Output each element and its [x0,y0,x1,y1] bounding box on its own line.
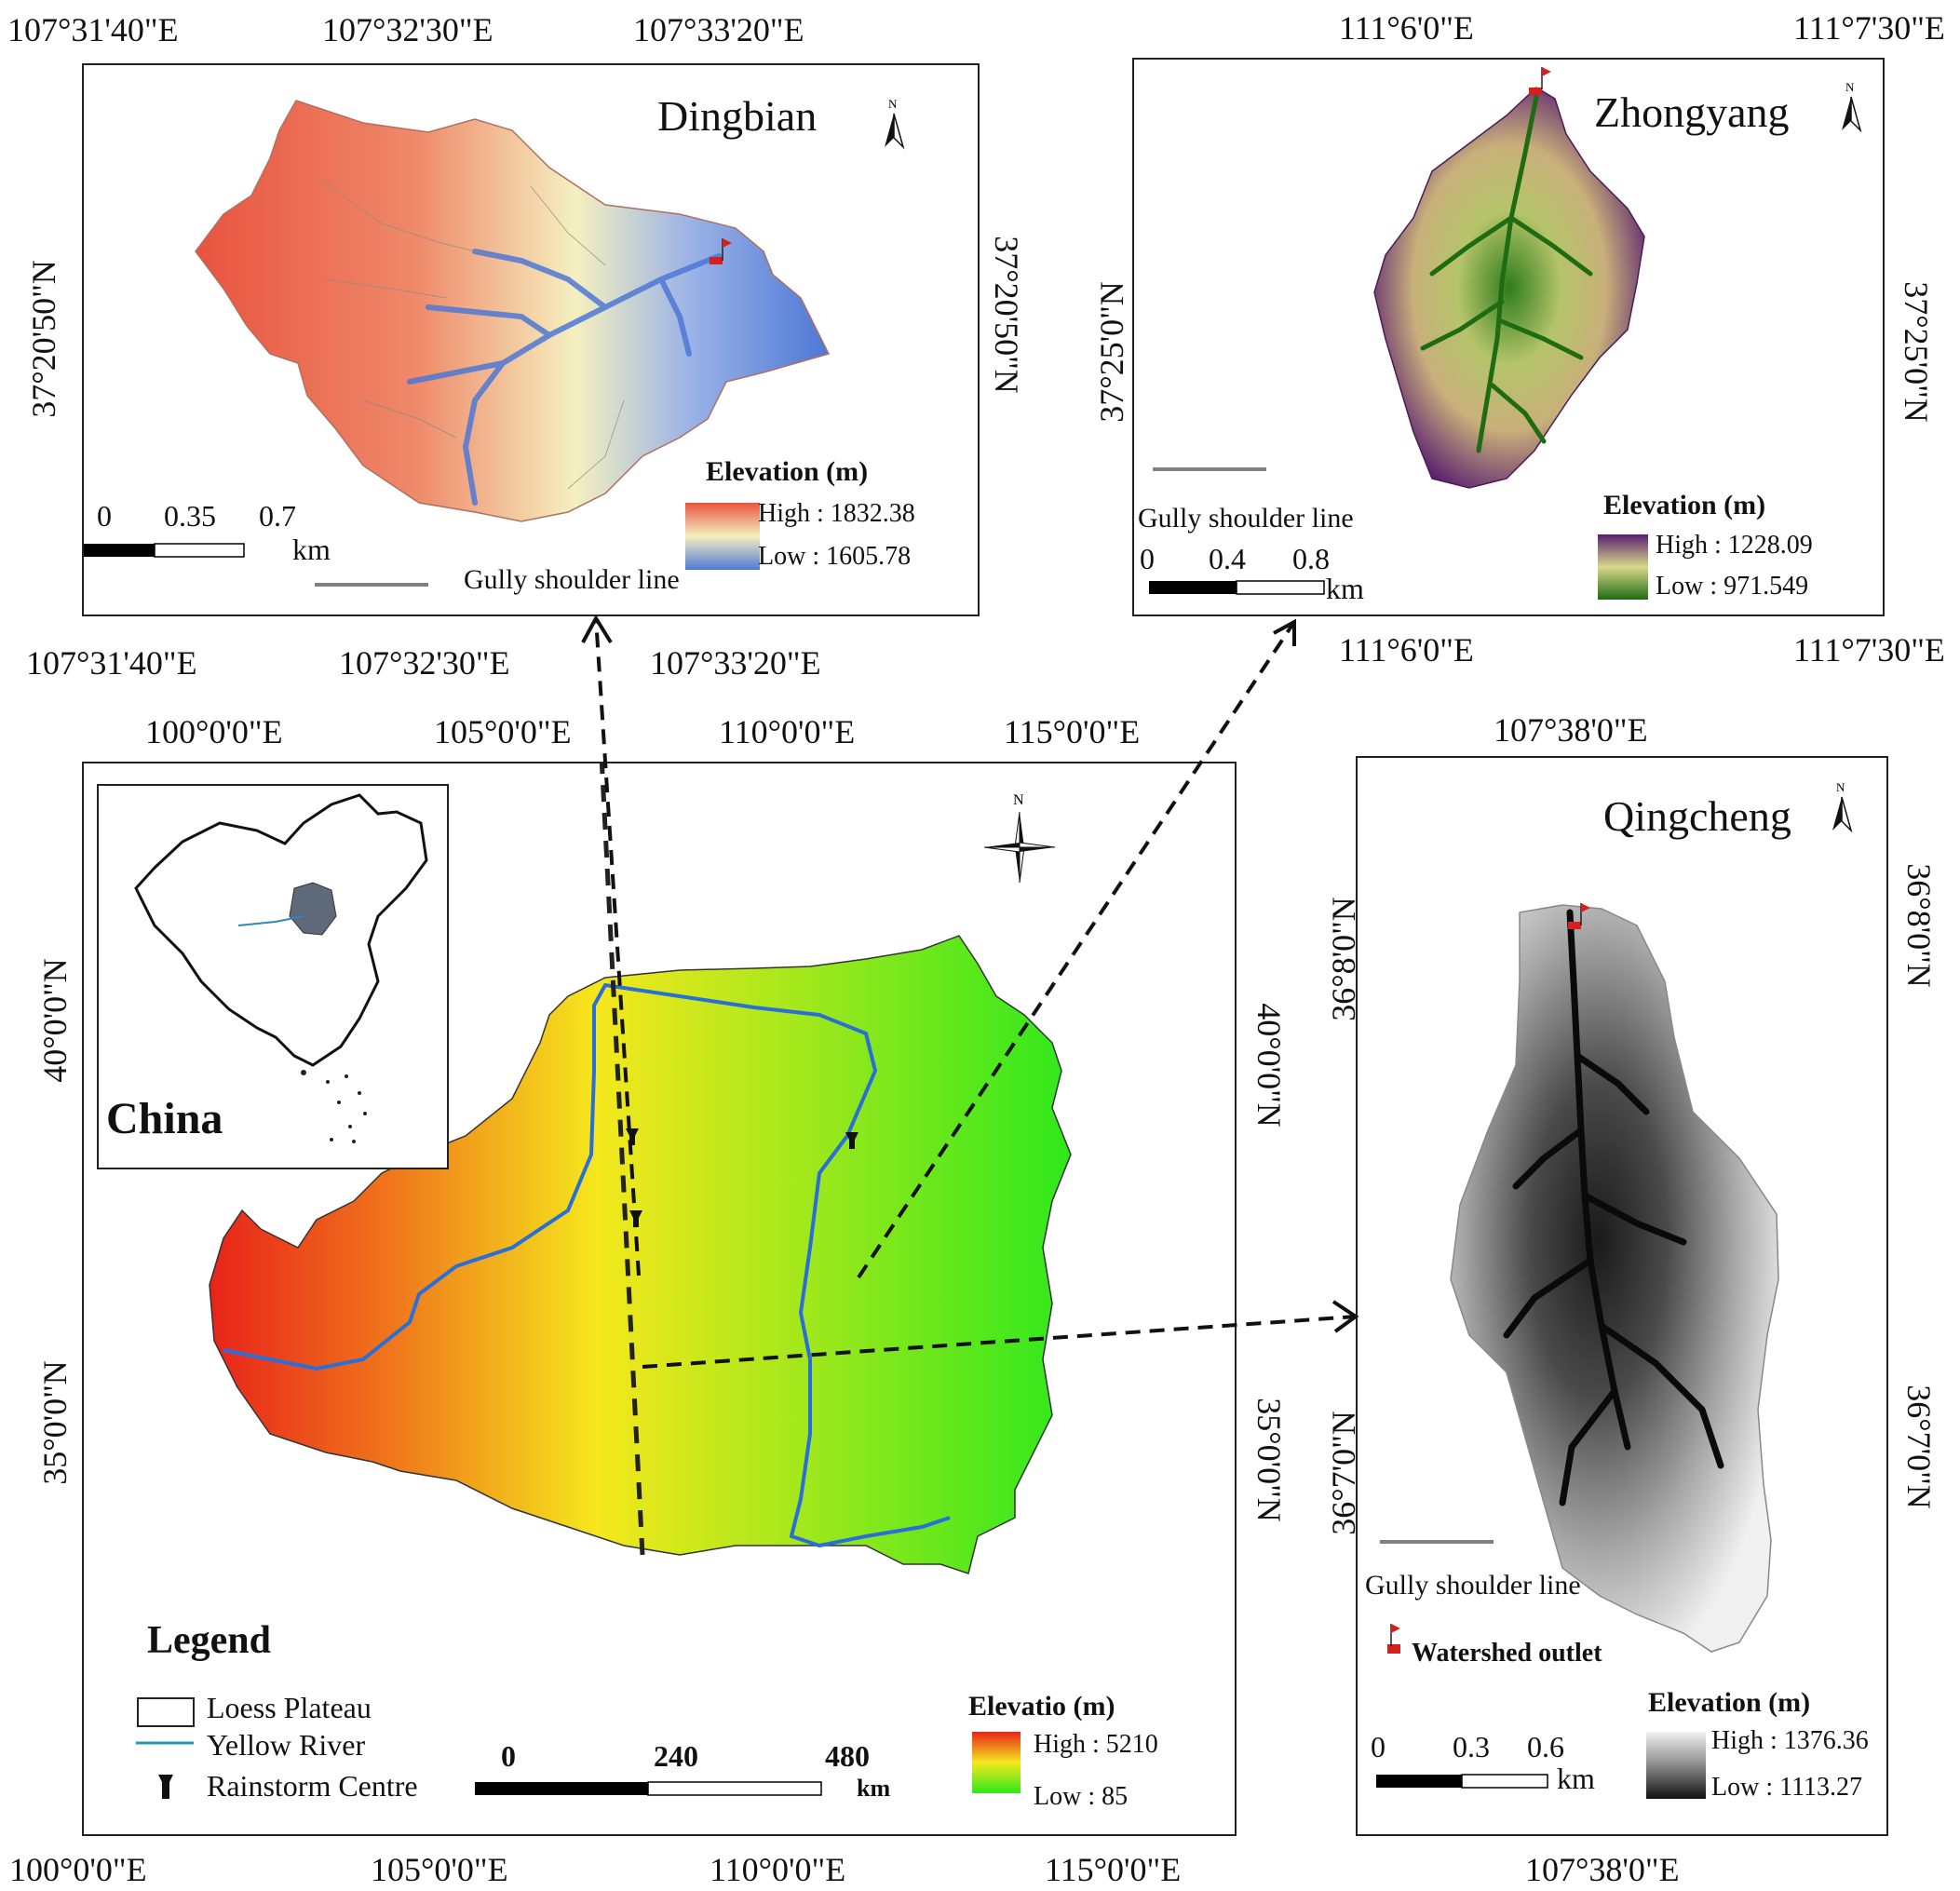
dingbian-bottom-tick-2: 107°32'30"E [339,644,510,682]
main-bottom-tick-1: 100°0'0"E [9,1851,147,1888]
qingcheng-legend-title: Elevation (m) [1648,1687,1811,1718]
qingcheng-watershed [1376,903,1779,1799]
zhongyang-legend-title: Elevation (m) [1603,490,1766,520]
main-top-tick-1: 100°0'0"E [145,713,283,750]
compass-north-label: N [1013,792,1024,808]
north-arrow-icon: N [1834,78,1872,134]
zhongyang-scale-2: 0.8 [1292,542,1330,575]
zhongyang-scale-unit: km [1326,572,1364,605]
zhongyang-title: Zhongyang [1594,88,1790,136]
main-map-frame: China N Legend Loess Plateau Yellow Rive… [82,762,1237,1836]
dingbian-legend-low: Low : 1605.78 [758,542,912,571]
dingbian-scale-unit: km [292,533,331,566]
dingbian-watershed [84,100,831,587]
dingbian-right-tick: 37°20'50"N [987,236,1025,394]
legend-loess-plateau: Loess Plateau [207,1691,372,1724]
qingcheng-left-tick-1: 36°8'0"N [1324,897,1362,1021]
main-scale-2: 480 [825,1739,870,1773]
dingbian-top-tick-3: 107°33'20"E [633,11,804,48]
main-right-tick-1: 40°0'0"N [1250,1003,1288,1128]
zhongyang-legend-high: High : 1228.09 [1656,531,1813,560]
main-scale-0: 0 [501,1739,516,1773]
dingbian-left-tick: 37°20'50"N [24,260,62,418]
main-left-tick-1: 40°0'0"N [35,958,74,1083]
main-top-tick-3: 110°0'0"E [719,713,856,750]
dingbian-map-frame: Dingbian N Elevation (m) High : 1832.38 … [82,63,980,616]
qingcheng-title: Qingcheng [1603,792,1791,840]
qingcheng-scale-1: 0.3 [1453,1730,1490,1763]
qingcheng-scale-unit: km [1557,1762,1595,1795]
zhongyang-right-tick: 37°25'0"N [1897,281,1935,423]
legend-yellow-river: Yellow River [207,1728,366,1762]
dingbian-gully-label: Gully shoulder line [464,564,680,595]
dingbian-scale-0: 0 [97,499,112,533]
qingcheng-legend-high: High : 1376.36 [1711,1726,1869,1755]
north-arrow-icon: N [1825,778,1862,834]
zhongyang-scale-1: 0.4 [1209,542,1246,575]
compass-rose-icon: N [978,791,1061,894]
main-right-tick-2: 35°0'0"N [1250,1398,1288,1522]
qingcheng-gully-label: Gully shoulder line [1365,1570,1581,1601]
qingcheng-scale-2: 0.6 [1527,1730,1564,1763]
dingbian-title: Dingbian [657,92,818,140]
zhongyang-watershed [1149,67,1648,600]
dingbian-legend-high: High : 1832.38 [758,499,915,528]
zhongyang-top-tick-2: 111°7'30"E [1793,9,1945,47]
main-bottom-tick-2: 105°0'0"E [371,1851,508,1888]
zhongyang-bottom-tick-1: 111°6'0"E [1339,631,1474,669]
svg-text:N: N [888,97,898,111]
china-outline [134,793,428,1143]
main-top-tick-2: 105°0'0"E [434,713,572,750]
qingcheng-legend-low: Low : 1113.27 [1711,1773,1863,1802]
dingbian-scale-1: 0.35 [164,499,216,533]
legend-rainstorm-centre: Rainstorm Centre [207,1769,418,1803]
qingcheng-top-tick: 107°38'0"E [1494,711,1648,749]
svg-text:N: N [1836,780,1845,794]
main-elev-high: High : 5210 [1034,1730,1158,1759]
north-arrow-icon: N [877,95,914,151]
zhongyang-map-frame: Zhongyang N Elevation (m) High : 1228.09… [1132,58,1885,616]
main-scale-1: 240 [654,1739,698,1773]
qingcheng-left-tick-2: 36°7'0"N [1324,1411,1362,1535]
zhongyang-bottom-tick-2: 111°7'30"E [1793,631,1945,669]
zhongyang-scale-0: 0 [1140,542,1155,575]
zhongyang-top-tick-1: 111°6'0"E [1339,9,1474,47]
qingcheng-right-tick-2: 36°7'0"N [1899,1384,1938,1509]
main-bottom-tick-3: 110°0'0"E [710,1851,846,1888]
main-elev-legend-title: Elevatio (m) [968,1691,1115,1722]
dingbian-top-tick-2: 107°32'30"E [322,11,493,48]
china-inset: China [97,784,449,1169]
qingcheng-right-tick-1: 36°8'0"N [1899,863,1938,988]
qingcheng-scale-0: 0 [1371,1730,1386,1763]
svg-text:N: N [1845,80,1855,94]
zhongyang-left-tick: 37°25'0"N [1092,281,1130,423]
legend-title: Legend [147,1619,272,1662]
zhongyang-gully-label: Gully shoulder line [1138,503,1354,534]
main-scale-unit: km [857,1775,891,1802]
main-left-tick-2: 35°0'0"N [35,1360,74,1485]
qingcheng-outlet-label: Watershed outlet [1412,1639,1602,1668]
main-bottom-tick-4: 115°0'0"E [1045,1851,1182,1888]
dingbian-scale-2: 0.7 [259,499,296,533]
zhongyang-legend-low: Low : 971.549 [1656,572,1809,601]
main-top-tick-4: 115°0'0"E [1004,713,1141,750]
main-elev-low: Low : 85 [1034,1782,1129,1811]
dingbian-bottom-tick-3: 107°33'20"E [650,644,821,682]
china-inset-label: China [106,1094,223,1143]
dingbian-legend-title: Elevation (m) [706,456,869,487]
dingbian-bottom-tick-1: 107°31'40"E [26,644,197,682]
qingcheng-map-frame: Qingcheng N Gully shoulder line Watershe… [1356,756,1888,1836]
dingbian-top-tick-1: 107°31'40"E [7,11,179,48]
qingcheng-bottom-tick: 107°38'0"E [1525,1851,1680,1888]
